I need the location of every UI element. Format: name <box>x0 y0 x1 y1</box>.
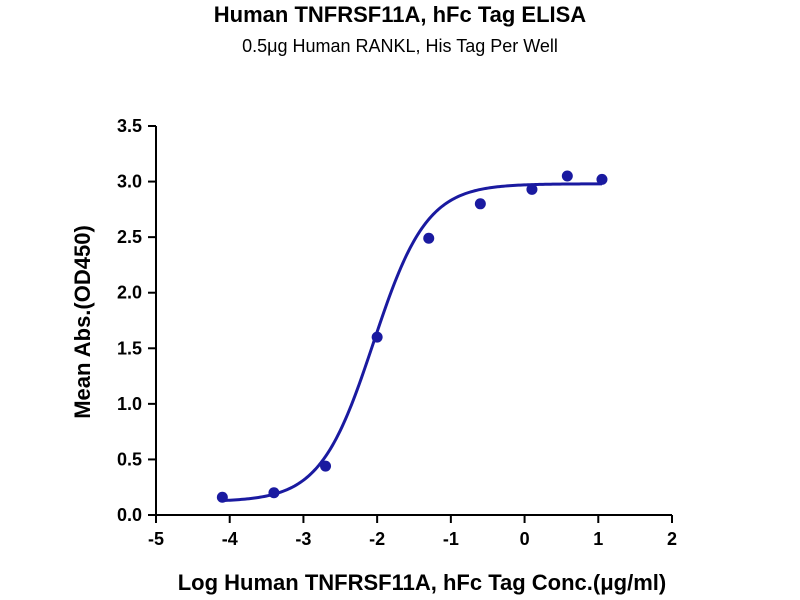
data-point <box>596 173 608 185</box>
data-point <box>216 491 228 503</box>
y-tick-label: 2.5 <box>117 227 142 247</box>
data-points <box>216 170 608 503</box>
y-tick-label: 0.5 <box>117 449 142 469</box>
data-point <box>423 232 435 244</box>
x-tick-label: 2 <box>667 529 677 549</box>
data-point <box>526 183 538 195</box>
x-tick-label: -2 <box>369 529 385 549</box>
data-point <box>561 170 573 182</box>
y-tick-label: 0.0 <box>117 505 142 525</box>
data-point <box>474 198 486 210</box>
y-tick-label: 3.5 <box>117 116 142 136</box>
x-axis-label: Log Human TNFRSF11A, hFc Tag Conc.(μg/ml… <box>178 570 667 595</box>
fit-curve-group <box>222 182 602 503</box>
y-tick-label: 1.0 <box>117 394 142 414</box>
y-axis-label: Mean Abs.(OD450) <box>70 225 95 419</box>
y-tick-label: 2.0 <box>117 283 142 303</box>
data-point <box>371 331 383 343</box>
y-tick-label: 1.5 <box>117 338 142 358</box>
chart-subtitle: 0.5μg Human RANKL, His Tag Per Well <box>242 36 558 56</box>
x-tick-label: -3 <box>295 529 311 549</box>
x-tick-label: -5 <box>148 529 164 549</box>
x-tick-label: -4 <box>222 529 238 549</box>
x-tick-label: 1 <box>593 529 603 549</box>
y-tick-label: 3.0 <box>117 172 142 192</box>
data-point <box>268 487 280 499</box>
chart-title: Human TNFRSF11A, hFc Tag ELISA <box>213 2 587 27</box>
x-tick-label: 0 <box>520 529 530 549</box>
fit-curve <box>222 182 602 503</box>
data-point <box>320 460 332 472</box>
x-tick-label: -1 <box>443 529 459 549</box>
axes: 0.0 0.5 1.0 1.5 2.0 2.5 3.0 3.5 -5 -4 -3 -2 -1 0 1 2 <box>117 116 677 549</box>
